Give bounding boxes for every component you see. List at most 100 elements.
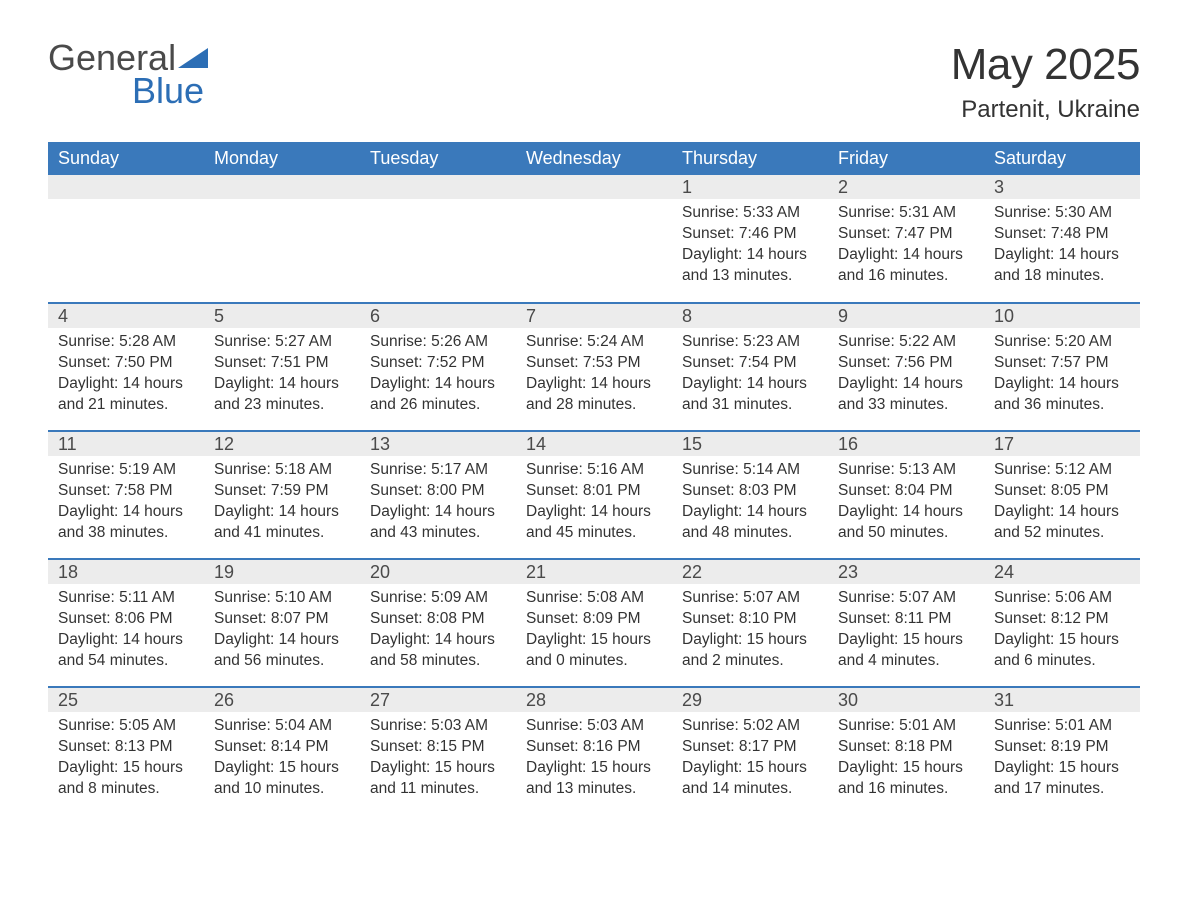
sunrise-text: Sunrise: 5:22 AM: [838, 332, 974, 353]
sunset-text: Sunset: 8:06 PM: [58, 609, 194, 630]
sunset-text: Sunset: 7:59 PM: [214, 481, 350, 502]
sunset-text: Sunset: 8:08 PM: [370, 609, 506, 630]
daylight-text-2: and 56 minutes.: [214, 651, 350, 672]
daylight-text-2: and 54 minutes.: [58, 651, 194, 672]
week-row: 25Sunrise: 5:05 AMSunset: 8:13 PMDayligh…: [48, 687, 1140, 815]
daylight-text-2: and 16 minutes.: [838, 779, 974, 800]
weekday-header: Thursday: [672, 142, 828, 175]
day-cell: [516, 175, 672, 303]
day-cell: 10Sunrise: 5:20 AMSunset: 7:57 PMDayligh…: [984, 303, 1140, 431]
day-number: 16: [828, 432, 984, 456]
day-cell: 20Sunrise: 5:09 AMSunset: 8:08 PMDayligh…: [360, 559, 516, 687]
day-cell: [48, 175, 204, 303]
sunset-text: Sunset: 8:01 PM: [526, 481, 662, 502]
day-data: Sunrise: 5:20 AMSunset: 7:57 PMDaylight:…: [984, 328, 1140, 424]
day-cell: 26Sunrise: 5:04 AMSunset: 8:14 PMDayligh…: [204, 687, 360, 815]
day-data: Sunrise: 5:11 AMSunset: 8:06 PMDaylight:…: [48, 584, 204, 680]
sunset-text: Sunset: 8:03 PM: [682, 481, 818, 502]
sunrise-text: Sunrise: 5:08 AM: [526, 588, 662, 609]
daylight-text-2: and 18 minutes.: [994, 266, 1130, 287]
day-cell: 4Sunrise: 5:28 AMSunset: 7:50 PMDaylight…: [48, 303, 204, 431]
sunset-text: Sunset: 8:00 PM: [370, 481, 506, 502]
daylight-text-1: Daylight: 14 hours: [370, 502, 506, 523]
sunrise-text: Sunrise: 5:14 AM: [682, 460, 818, 481]
daylight-text-2: and 48 minutes.: [682, 523, 818, 544]
daylight-text-2: and 21 minutes.: [58, 395, 194, 416]
sunset-text: Sunset: 8:19 PM: [994, 737, 1130, 758]
sunrise-text: Sunrise: 5:03 AM: [370, 716, 506, 737]
day-cell: 2Sunrise: 5:31 AMSunset: 7:47 PMDaylight…: [828, 175, 984, 303]
day-data: Sunrise: 5:04 AMSunset: 8:14 PMDaylight:…: [204, 712, 360, 808]
sunrise-text: Sunrise: 5:10 AM: [214, 588, 350, 609]
sunrise-text: Sunrise: 5:19 AM: [58, 460, 194, 481]
daylight-text-2: and 28 minutes.: [526, 395, 662, 416]
daylight-text-1: Daylight: 15 hours: [58, 758, 194, 779]
weekday-header-row: Sunday Monday Tuesday Wednesday Thursday…: [48, 142, 1140, 175]
day-data: Sunrise: 5:07 AMSunset: 8:10 PMDaylight:…: [672, 584, 828, 680]
sunrise-text: Sunrise: 5:12 AM: [994, 460, 1130, 481]
day-data: Sunrise: 5:19 AMSunset: 7:58 PMDaylight:…: [48, 456, 204, 552]
day-cell: 11Sunrise: 5:19 AMSunset: 7:58 PMDayligh…: [48, 431, 204, 559]
day-number: 18: [48, 560, 204, 584]
day-number: 25: [48, 688, 204, 712]
day-data: Sunrise: 5:01 AMSunset: 8:19 PMDaylight:…: [984, 712, 1140, 808]
daylight-text-1: Daylight: 15 hours: [214, 758, 350, 779]
day-data: Sunrise: 5:23 AMSunset: 7:54 PMDaylight:…: [672, 328, 828, 424]
sunset-text: Sunset: 8:05 PM: [994, 481, 1130, 502]
day-data: Sunrise: 5:03 AMSunset: 8:16 PMDaylight:…: [516, 712, 672, 808]
sunrise-text: Sunrise: 5:18 AM: [214, 460, 350, 481]
daylight-text-1: Daylight: 14 hours: [526, 502, 662, 523]
day-number: 8: [672, 304, 828, 328]
daylight-text-1: Daylight: 14 hours: [370, 630, 506, 651]
sunset-text: Sunset: 7:54 PM: [682, 353, 818, 374]
day-cell: 31Sunrise: 5:01 AMSunset: 8:19 PMDayligh…: [984, 687, 1140, 815]
day-number: 5: [204, 304, 360, 328]
sunset-text: Sunset: 8:17 PM: [682, 737, 818, 758]
sunrise-text: Sunrise: 5:03 AM: [526, 716, 662, 737]
day-cell: 9Sunrise: 5:22 AMSunset: 7:56 PMDaylight…: [828, 303, 984, 431]
sunset-text: Sunset: 7:48 PM: [994, 224, 1130, 245]
sunrise-text: Sunrise: 5:07 AM: [838, 588, 974, 609]
daylight-text-2: and 41 minutes.: [214, 523, 350, 544]
daylight-text-1: Daylight: 14 hours: [214, 630, 350, 651]
daylight-text-1: Daylight: 15 hours: [526, 758, 662, 779]
day-number: 30: [828, 688, 984, 712]
daylight-text-2: and 17 minutes.: [994, 779, 1130, 800]
day-data: Sunrise: 5:24 AMSunset: 7:53 PMDaylight:…: [516, 328, 672, 424]
page-title: May 2025: [951, 40, 1140, 90]
daylight-text-2: and 13 minutes.: [682, 266, 818, 287]
daylight-text-2: and 16 minutes.: [838, 266, 974, 287]
day-number: 9: [828, 304, 984, 328]
day-data: Sunrise: 5:28 AMSunset: 7:50 PMDaylight:…: [48, 328, 204, 424]
daylight-text-2: and 31 minutes.: [682, 395, 818, 416]
day-number: 13: [360, 432, 516, 456]
daylight-text-2: and 36 minutes.: [994, 395, 1130, 416]
sunrise-text: Sunrise: 5:26 AM: [370, 332, 506, 353]
sunrise-text: Sunrise: 5:01 AM: [838, 716, 974, 737]
daylight-text-1: Daylight: 15 hours: [682, 758, 818, 779]
day-number: 24: [984, 560, 1140, 584]
daylight-text-1: Daylight: 15 hours: [682, 630, 818, 651]
daylight-text-1: Daylight: 14 hours: [58, 502, 194, 523]
sunrise-text: Sunrise: 5:24 AM: [526, 332, 662, 353]
sunset-text: Sunset: 8:13 PM: [58, 737, 194, 758]
week-row: 18Sunrise: 5:11 AMSunset: 8:06 PMDayligh…: [48, 559, 1140, 687]
weekday-header: Tuesday: [360, 142, 516, 175]
day-number: 3: [984, 175, 1140, 199]
day-data: Sunrise: 5:03 AMSunset: 8:15 PMDaylight:…: [360, 712, 516, 808]
day-cell: 5Sunrise: 5:27 AMSunset: 7:51 PMDaylight…: [204, 303, 360, 431]
day-cell: 22Sunrise: 5:07 AMSunset: 8:10 PMDayligh…: [672, 559, 828, 687]
day-data: Sunrise: 5:07 AMSunset: 8:11 PMDaylight:…: [828, 584, 984, 680]
daylight-text-2: and 0 minutes.: [526, 651, 662, 672]
daylight-text-2: and 6 minutes.: [994, 651, 1130, 672]
day-cell: 25Sunrise: 5:05 AMSunset: 8:13 PMDayligh…: [48, 687, 204, 815]
calendar-table: Sunday Monday Tuesday Wednesday Thursday…: [48, 142, 1140, 815]
day-number: 26: [204, 688, 360, 712]
weekday-header: Sunday: [48, 142, 204, 175]
day-data: Sunrise: 5:05 AMSunset: 8:13 PMDaylight:…: [48, 712, 204, 808]
sunrise-text: Sunrise: 5:11 AM: [58, 588, 194, 609]
sunrise-text: Sunrise: 5:31 AM: [838, 203, 974, 224]
sunset-text: Sunset: 7:58 PM: [58, 481, 194, 502]
daylight-text-2: and 38 minutes.: [58, 523, 194, 544]
daylight-text-1: Daylight: 14 hours: [682, 502, 818, 523]
